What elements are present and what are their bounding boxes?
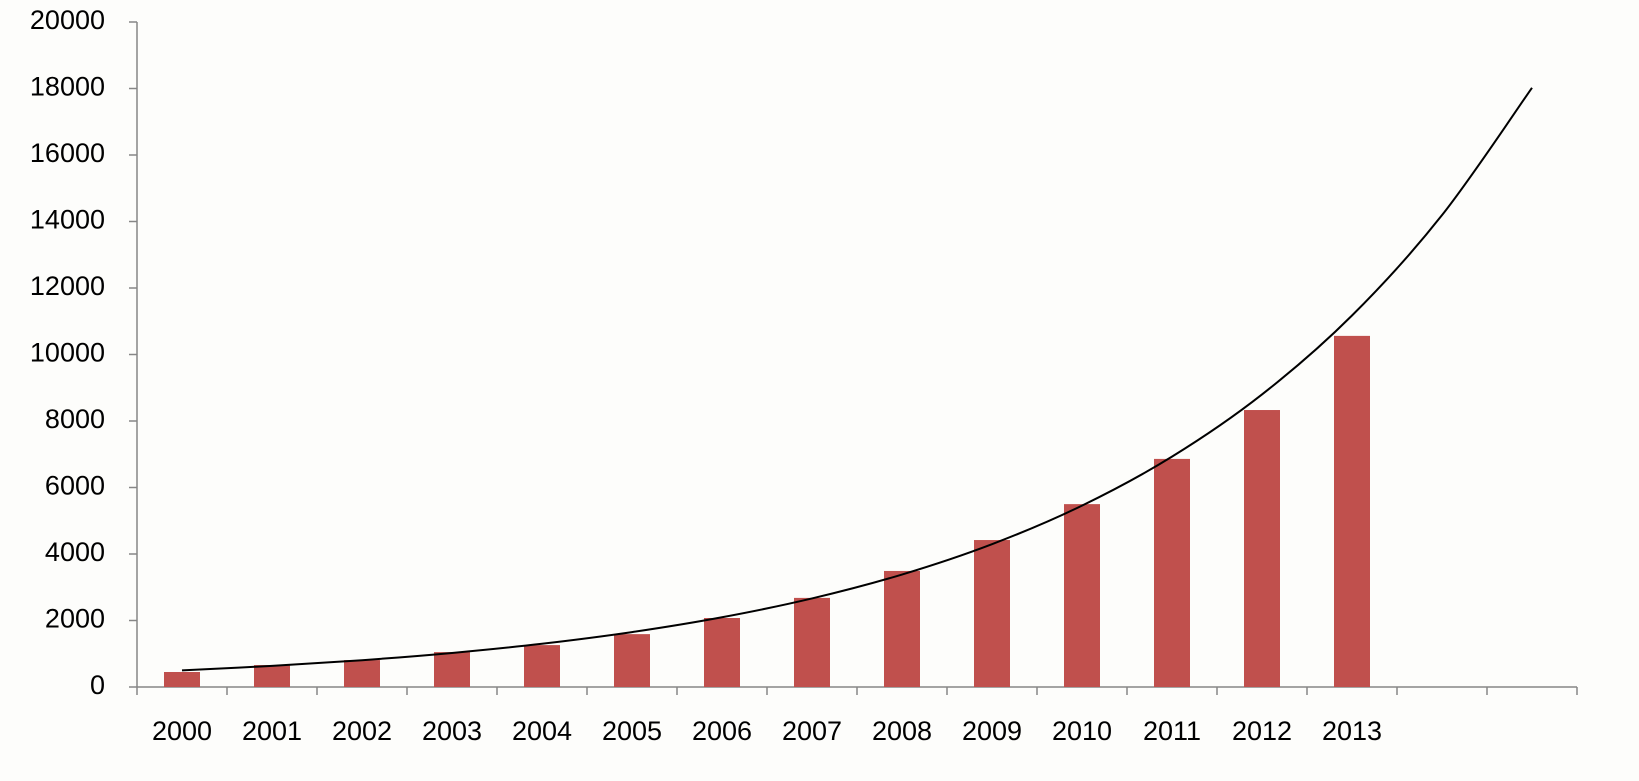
bar <box>794 597 830 687</box>
bar <box>614 634 650 687</box>
bar <box>704 618 740 687</box>
y-tick-label: 6000 <box>45 471 105 501</box>
x-tick-label: 2009 <box>962 716 1022 746</box>
x-tick-label: 2006 <box>692 716 752 746</box>
y-tick-label: 8000 <box>45 404 105 434</box>
bar <box>164 672 200 687</box>
x-tick-label: 2012 <box>1232 716 1292 746</box>
x-tick-label: 2002 <box>332 716 392 746</box>
y-tick-label: 4000 <box>45 537 105 567</box>
y-tick-label: 10000 <box>30 338 105 368</box>
bar <box>1064 504 1100 687</box>
y-tick-label: 16000 <box>30 138 105 168</box>
bar <box>344 660 380 687</box>
y-tick-label: 14000 <box>30 205 105 235</box>
trend-line <box>181 87 1533 672</box>
x-tick-label: 2000 <box>152 716 212 746</box>
bar <box>1334 335 1370 687</box>
bar <box>434 652 470 687</box>
y-tick-label: 2000 <box>45 604 105 634</box>
bar <box>254 665 290 687</box>
x-tick-label: 2010 <box>1052 716 1112 746</box>
x-tick-label: 2008 <box>872 716 932 746</box>
bar <box>1154 458 1190 687</box>
x-tick-label: 2001 <box>242 716 302 746</box>
y-tick-label: 12000 <box>30 271 105 301</box>
bar <box>884 570 920 687</box>
x-tick-label: 2004 <box>512 716 572 746</box>
x-tick-label: 2011 <box>1143 716 1201 746</box>
y-tick-label: 0 <box>90 670 105 700</box>
x-tick-label: 2003 <box>422 716 482 746</box>
bar <box>524 645 560 687</box>
bar <box>1244 410 1280 687</box>
y-tick-label: 18000 <box>30 72 105 102</box>
x-tick-label: 2005 <box>602 716 662 746</box>
y-tick-label: 20000 <box>30 5 105 35</box>
bar <box>974 540 1010 687</box>
x-tick-label: 2007 <box>782 716 842 746</box>
x-tick-label: 2013 <box>1322 716 1382 746</box>
